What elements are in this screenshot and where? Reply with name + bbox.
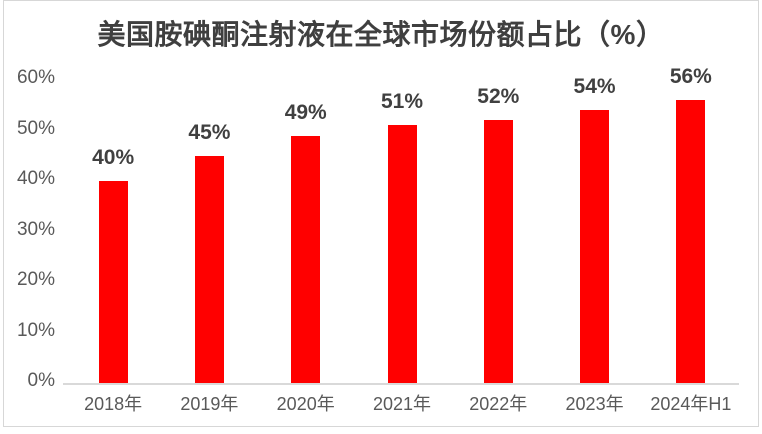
y-tick-label: 30% (16, 218, 55, 240)
bar-value-label: 54% (573, 75, 616, 99)
bar-2020年 (291, 135, 321, 383)
bar-2023年 (580, 110, 610, 383)
x-tick-label: 2023年 (565, 394, 624, 414)
x-tick-label: 2024年H1 (650, 394, 732, 414)
y-tick-label: 10% (16, 319, 55, 341)
bar-value-label: 45% (188, 120, 231, 144)
bar-2021年 (387, 125, 417, 383)
bar-value-label: 40% (92, 146, 135, 169)
bar-2019年 (194, 155, 224, 383)
y-tick-label: 20% (16, 269, 55, 290)
x-tick-label: 2022年 (469, 394, 528, 414)
bar-value-label: 51% (380, 90, 424, 114)
bar-value-label: 49% (284, 100, 327, 124)
y-tick-label: 50% (16, 117, 55, 139)
y-tick-label: 0% (27, 370, 55, 391)
bar-2022年 (483, 120, 513, 383)
x-tick-label: 2019年 (180, 394, 239, 414)
x-tick-label: 2018年 (84, 394, 143, 414)
bar-value-label: 56% (669, 65, 712, 89)
x-axis-line (63, 383, 739, 385)
x-tick-label: 2021年 (372, 394, 432, 414)
bar-2018年 (98, 181, 128, 383)
bar-2024年H1 (676, 100, 706, 383)
bar-value-label: 52% (477, 85, 520, 109)
y-tick-label: 40% (16, 168, 55, 189)
y-tick-label: 60% (16, 67, 55, 88)
chart-title: 美国胺碘酮注射液在全球市场份额占比（%） (97, 19, 665, 50)
x-tick-label: 2020年 (276, 394, 335, 414)
